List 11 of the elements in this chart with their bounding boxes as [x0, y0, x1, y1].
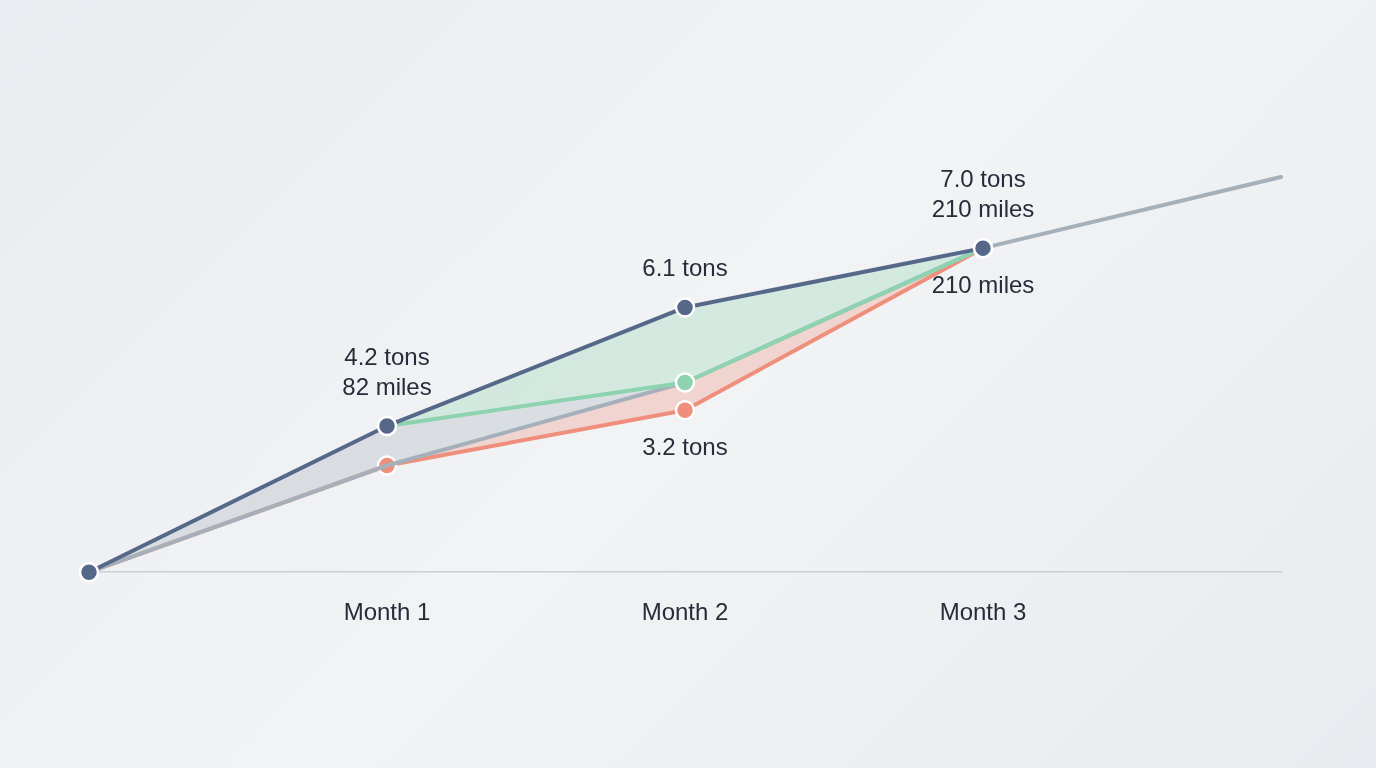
annotation: 210 miles [931, 270, 1035, 298]
point [674, 297, 696, 318]
annotation: 7.0 tons 210 miles [931, 164, 1035, 222]
annotation: 3.2 tons [642, 432, 728, 460]
point [674, 399, 696, 421]
annotation: 6.1 tons [642, 254, 728, 282]
x-tick-label: Month 1 [343, 598, 431, 626]
x-tick-label: Month 2 [641, 598, 729, 626]
x-tick-label: Month 3 [939, 598, 1027, 626]
annotation: 4.2 tons 82 miles [342, 342, 432, 400]
point [674, 372, 696, 393]
